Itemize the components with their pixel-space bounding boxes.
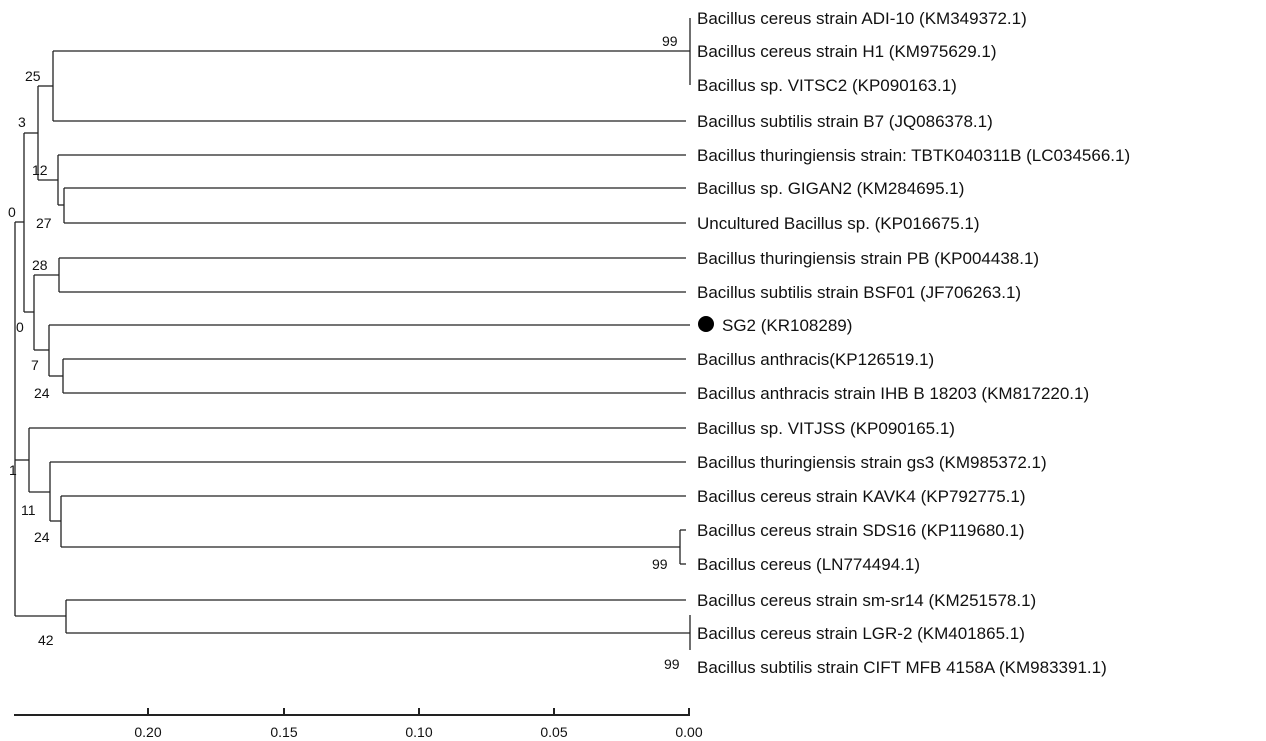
leaf-labels: Bacillus cereus strain ADI-10 (KM349372.… [697, 9, 1130, 677]
leaf-label: Bacillus cereus strain KAVK4 (KP792775.1… [697, 487, 1026, 506]
leaf-label: Bacillus cereus strain ADI-10 (KM349372.… [697, 9, 1027, 28]
leaf-label: Uncultured Bacillus sp. (KP016675.1) [697, 214, 980, 233]
scale-bar: 0.20 0.15 0.10 0.05 0.00 [14, 708, 703, 740]
leaf-label: Bacillus thuringiensis strain gs3 (KM985… [697, 453, 1047, 472]
bootstrap-value: 7 [31, 357, 39, 373]
leaf-label: Bacillus cereus strain SDS16 (KP119680.1… [697, 521, 1025, 540]
bootstrap-value: 24 [34, 529, 50, 545]
leaf-label: Bacillus sp. VITSC2 (KP090163.1) [697, 76, 957, 95]
leaf-label: Bacillus cereus (LN774494.1) [697, 555, 920, 574]
scale-tick-label: 0.15 [270, 724, 297, 740]
bootstrap-value: 0 [16, 319, 24, 335]
bootstrap-value: 0 [8, 204, 16, 220]
leaf-label: Bacillus subtilis strain B7 (JQ086378.1) [697, 112, 993, 131]
leaf-label: Bacillus thuringiensis strain PB (KP0044… [697, 249, 1039, 268]
bootstrap-value: 99 [664, 656, 680, 672]
scale-tick-label: 0.05 [540, 724, 567, 740]
bootstrap-values: 99 25 3 12 27 0 28 0 7 24 1 11 24 99 42 … [8, 33, 680, 672]
leaf-label: Bacillus cereus strain H1 (KM975629.1) [697, 42, 997, 61]
bootstrap-value: 12 [32, 162, 48, 178]
bootstrap-value: 99 [652, 556, 668, 572]
leaf-label: Bacillus cereus strain sm-sr14 (KM251578… [697, 591, 1036, 610]
bootstrap-value: 11 [21, 502, 36, 518]
leaf-label: Bacillus sp. VITJSS (KP090165.1) [697, 419, 955, 438]
scale-tick-label: 0.20 [134, 724, 161, 740]
bootstrap-value: 28 [32, 257, 48, 273]
scale-tick-label: 0.00 [675, 724, 702, 740]
bootstrap-value: 1 [9, 462, 17, 478]
bootstrap-value: 99 [662, 33, 678, 49]
leaf-label: Bacillus anthracis(KP126519.1) [697, 350, 934, 369]
bootstrap-value: 24 [34, 385, 50, 401]
leaf-label: Bacillus subtilis strain CIFT MFB 4158A … [697, 658, 1107, 677]
bootstrap-value: 27 [36, 215, 52, 231]
bootstrap-value: 25 [25, 68, 41, 84]
leaf-label: Bacillus anthracis strain IHB B 18203 (K… [697, 384, 1089, 403]
bootstrap-value: 3 [18, 114, 26, 130]
leaf-label: SG2 (KR108289) [722, 316, 852, 335]
leaf-label: Bacillus sp. GIGAN2 (KM284695.1) [697, 179, 964, 198]
scale-tick-label: 0.10 [405, 724, 432, 740]
bootstrap-value: 42 [38, 632, 54, 648]
leaf-label: Bacillus cereus strain LGR-2 (KM401865.1… [697, 624, 1025, 643]
leaf-label: Bacillus subtilis strain BSF01 (JF706263… [697, 283, 1021, 302]
tree-branches [14, 18, 691, 650]
sg2-marker-icon [698, 316, 714, 332]
leaf-label: Bacillus thuringiensis strain: TBTK04031… [697, 146, 1130, 165]
